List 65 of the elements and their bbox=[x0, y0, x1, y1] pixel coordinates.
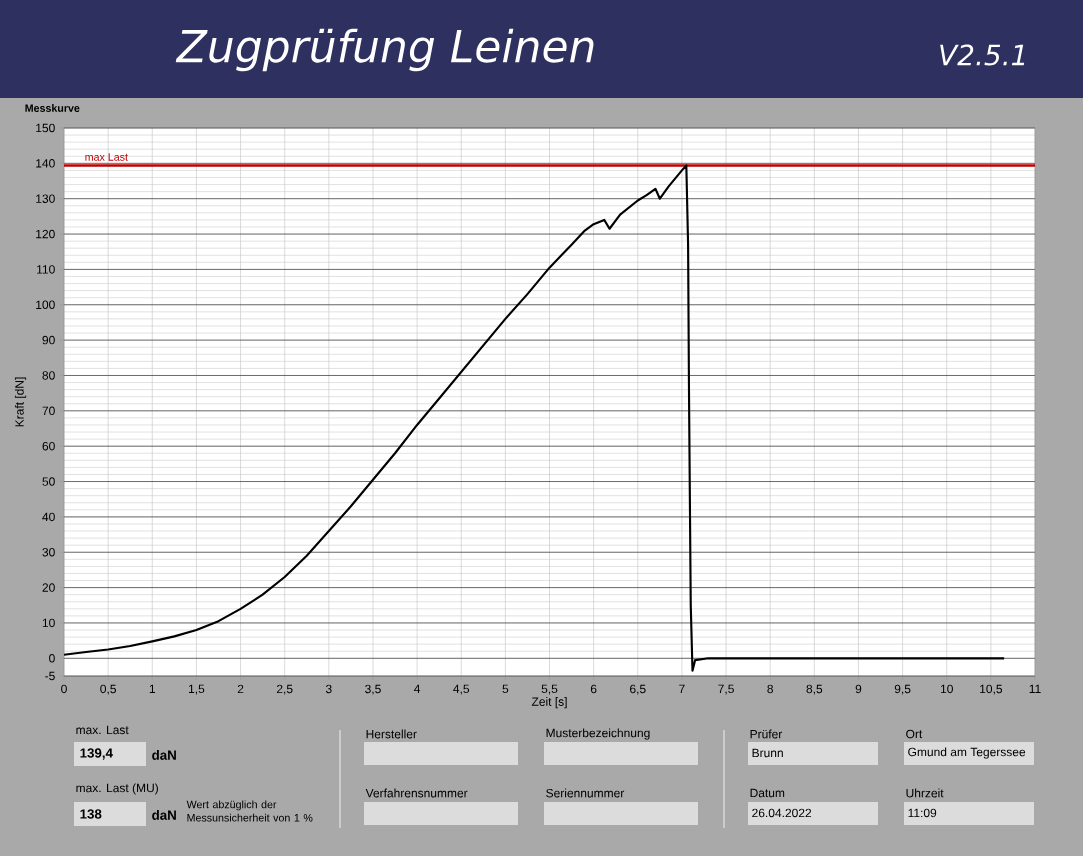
y-tick-label: 70 bbox=[42, 406, 55, 416]
x-tick-label: 6 bbox=[590, 684, 597, 694]
x-tick-label: 8 bbox=[767, 684, 773, 694]
y-axis-title: Kraft [dN] bbox=[14, 377, 27, 427]
x-tick-label: 11 bbox=[1029, 684, 1041, 693]
text: daN bbox=[152, 750, 176, 760]
text: 11:09 bbox=[908, 808, 937, 818]
text: daN bbox=[152, 810, 176, 820]
text: 26.04.2022 bbox=[752, 808, 812, 818]
x-tick-label: 9 bbox=[855, 684, 862, 694]
y-tick-label: 90 bbox=[42, 335, 55, 345]
chart-subtitle: Messkurve bbox=[25, 104, 80, 112]
x-tick-label: 1 bbox=[149, 684, 156, 693]
x-tick-label: 3 bbox=[325, 684, 332, 694]
text: Datum bbox=[750, 788, 785, 798]
text: Seriennummer bbox=[546, 788, 625, 798]
y-tick-label: 10 bbox=[42, 618, 55, 628]
x-tick-label: 6,5 bbox=[630, 684, 646, 695]
text: 138 bbox=[80, 809, 102, 819]
y-tick-label: -5 bbox=[45, 671, 55, 681]
text: Verfahrensnummer bbox=[365, 788, 468, 798]
y-tick-label: 120 bbox=[36, 229, 55, 239]
x-tick-label: 9,5 bbox=[894, 684, 911, 695]
x-tick-label: 2,5 bbox=[276, 684, 293, 695]
y-tick-label: 80 bbox=[42, 371, 55, 380]
x-tick-label: 2 bbox=[237, 684, 244, 694]
x-tick-label: 5,5 bbox=[541, 684, 558, 695]
x-tick-label: 4 bbox=[414, 684, 421, 693]
x-tick-label: 3,5 bbox=[365, 684, 381, 695]
text: Prüfer bbox=[750, 729, 783, 739]
text: 139,4 bbox=[80, 748, 113, 760]
text: Ort bbox=[906, 729, 923, 739]
y-tick-label: 140 bbox=[36, 159, 55, 168]
ref-line-label: max Last bbox=[85, 153, 128, 161]
y-tick-label: 130 bbox=[36, 194, 55, 203]
x-axis-title: Zeit [s] bbox=[531, 697, 567, 709]
x-tick-label: 5 bbox=[502, 684, 509, 694]
x-tick-label: 10 bbox=[940, 684, 953, 694]
x-tick-label: 10,5 bbox=[980, 684, 1003, 695]
text: max. Last (MU) bbox=[76, 783, 158, 795]
y-tick-label: 150 bbox=[36, 123, 55, 133]
y-tick-label: 0 bbox=[49, 654, 55, 663]
x-tick-label: 0 bbox=[61, 684, 67, 694]
text: Brunn bbox=[752, 748, 783, 758]
y-tick-label: 110 bbox=[37, 265, 55, 274]
text: Gmund am Tegerssee bbox=[908, 747, 1026, 759]
text: max. Last bbox=[76, 725, 129, 735]
x-tick-label: 7,5 bbox=[718, 684, 734, 695]
x-tick-label: 1,5 bbox=[188, 684, 205, 695]
y-tick-label: 40 bbox=[42, 512, 55, 522]
y-tick-label: 50 bbox=[42, 477, 55, 486]
x-tick-label: 8,5 bbox=[806, 684, 823, 695]
x-tick-label: 0,5 bbox=[100, 684, 116, 695]
text: Uhrzeit bbox=[906, 788, 944, 798]
y-tick-label: 60 bbox=[42, 441, 55, 451]
x-tick-label: 7 bbox=[679, 684, 685, 693]
text: Wert abzüglich der Messunsicherheit von 1 % bbox=[186, 800, 313, 822]
y-tick-label: 20 bbox=[42, 583, 55, 592]
x-tick-label: 4,5 bbox=[453, 684, 470, 695]
text: Musterbezeichnung bbox=[546, 728, 650, 740]
chart-title: Zugprüfung Leinen bbox=[175, 28, 594, 72]
text: V2.5.1 bbox=[940, 44, 1025, 66]
y-tick-label: 100 bbox=[36, 300, 55, 310]
y-tick-label: 30 bbox=[42, 547, 55, 557]
text: Hersteller bbox=[366, 729, 417, 739]
